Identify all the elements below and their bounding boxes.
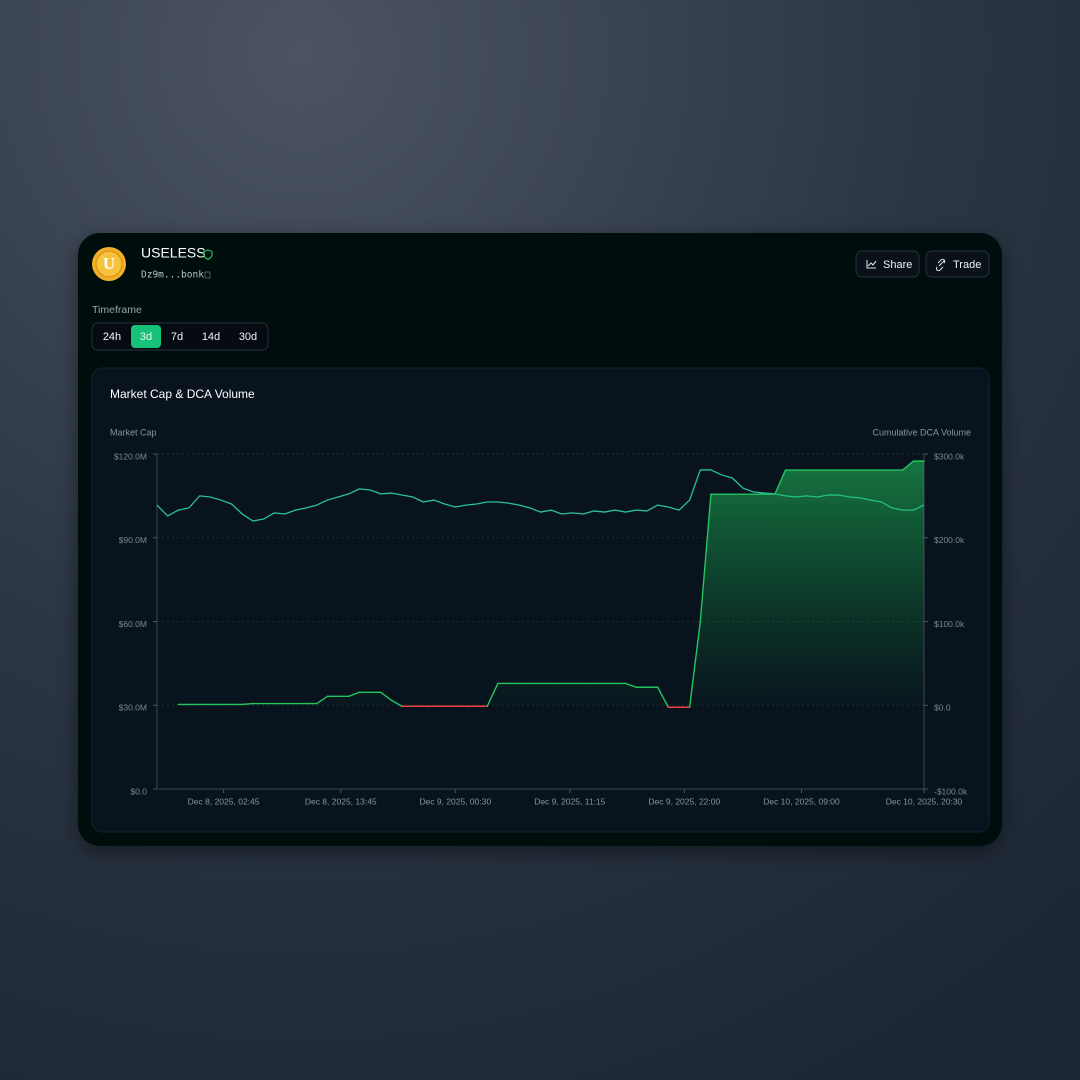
dca-line-segment: [699, 493, 712, 623]
timeframe-option: 3d: [140, 331, 152, 343]
copy-icon[interactable]: [204, 271, 211, 279]
token-title: USELESS: [141, 245, 206, 261]
x-tick-label: Dec 9, 2025, 22:00: [648, 796, 720, 806]
y-tick-label: $120.0M: [114, 451, 147, 461]
y-axis-title: Market Cap: [110, 427, 157, 437]
dca-line-segment: [901, 460, 915, 471]
timeframe-option: 30d: [239, 331, 257, 343]
x-tick-label: Dec 10, 2025, 09:00: [763, 796, 840, 806]
y-tick-label: $30.0M: [119, 703, 147, 713]
timeframe-button[interactable]: 7d: [171, 331, 183, 343]
y2-axis-title: Cumulative DCA Volume: [872, 427, 971, 437]
trade-button[interactable]: Trade: [925, 250, 990, 278]
y2-tick-label: -$100.0k: [934, 786, 968, 796]
token-address: Dz9m...bonk: [141, 270, 204, 281]
timeframe-label: Timeframe: [92, 304, 142, 316]
dca-line-segment: [348, 691, 361, 697]
dca-line-segment: [380, 691, 393, 701]
y-tick-label: $90.0M: [119, 535, 147, 545]
timeframe-options: 24h 3d 7d 14d 30d: [103, 325, 257, 348]
dca-line-segment: [316, 695, 329, 705]
timeframe-option: 7d: [171, 331, 183, 343]
y-tick-label: $0.0: [130, 786, 147, 796]
active-indicator: [131, 325, 161, 348]
plot: -$100.0k $0.0 $100.0k $200.0k $300.0k $0.0 $30…: [114, 451, 968, 806]
timeframe-button[interactable]: 24h: [103, 331, 121, 343]
timeframe-button[interactable]: 14d: [202, 331, 220, 343]
dca-line-segment: [688, 620, 701, 708]
y-tick-label: $60.0M: [119, 619, 147, 629]
verified-icon: [203, 249, 213, 260]
share-button[interactable]: Share: [855, 250, 920, 278]
x-tick-label: Dec 10, 2025, 20:30: [886, 796, 963, 806]
timeframe-button[interactable]: 30d: [239, 331, 257, 343]
dca-line-segment: [241, 702, 254, 706]
dca-line-segment: [656, 686, 670, 708]
x-tick-label: Dec 9, 2025, 11:15: [534, 796, 605, 806]
y2-tick-label: $200.0k: [934, 535, 965, 545]
dca-line-segment: [486, 682, 499, 707]
y2-tick-label: $100.0k: [934, 619, 965, 629]
x-tick-label: Dec 8, 2025, 02:45: [188, 796, 260, 806]
button-label: Trade: [953, 259, 981, 271]
chart-title: Market Cap & DCA Volume: [110, 387, 255, 401]
timeframe-option: 24h: [103, 331, 121, 343]
chart-panel: [91, 367, 990, 833]
x-tick-label: Dec 9, 2025, 00:30: [419, 796, 491, 806]
timeframe-option: 14d: [202, 331, 220, 343]
logo-letter: U: [103, 254, 115, 273]
dca-line-segment: [774, 469, 787, 495]
dca-line-segment: [625, 682, 638, 688]
y2-tick-label: $300.0k: [934, 451, 965, 461]
dca-area: [178, 461, 925, 706]
token-logo: U: [92, 247, 126, 281]
dca-line-segment: [390, 699, 403, 707]
button-label: Share: [883, 259, 912, 271]
x-tick-label: Dec 8, 2025, 13:45: [305, 796, 377, 806]
y2-tick-label: $0.0: [934, 703, 951, 713]
timeframe-button[interactable]: 3d: [131, 325, 161, 348]
